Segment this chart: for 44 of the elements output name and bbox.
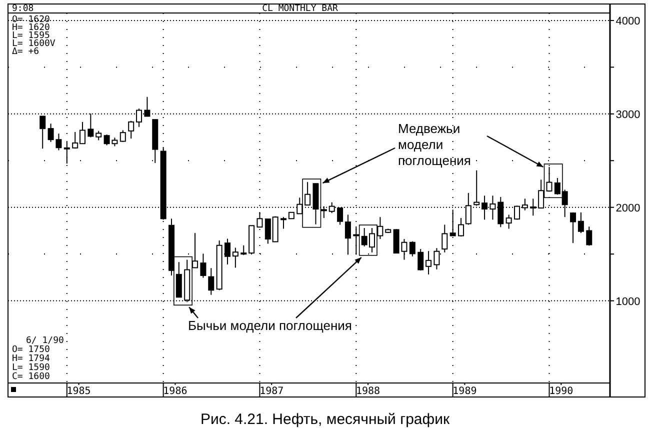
x-tick-label: 1985 [66, 386, 91, 397]
annotation: H= 1794 [12, 354, 50, 364]
candlestick [570, 212, 576, 244]
candlestick [208, 268, 214, 296]
candlestick [232, 247, 238, 268]
candlestick [442, 224, 448, 253]
annotation: Медвежьи модели поглощения [398, 121, 471, 168]
annotation: 9:08 [12, 4, 34, 14]
candlestick [240, 244, 247, 256]
y-tick-label: 4000 [616, 15, 640, 28]
candlestick [96, 130, 102, 141]
text: Рис. 4.21. Нефть, месячный график [200, 411, 450, 428]
candlestick [176, 262, 182, 298]
annotation: Δ= +6 [12, 47, 40, 57]
y-tick-label: 1000 [616, 296, 640, 308]
chart-subtitle: CL MONTHLY BAR [262, 4, 339, 14]
candlestick [192, 232, 198, 268]
y-tick-label: 3000 [616, 108, 640, 121]
x-tick-label: 1986 [163, 386, 188, 397]
x-tick-label: 1987 [260, 386, 284, 397]
annotation: O= 1750 [12, 345, 50, 355]
candlestick [586, 226, 592, 246]
candlestick [200, 253, 206, 278]
x-tick-label: 1990 [549, 386, 574, 397]
annotation: C= 1600 [12, 372, 50, 382]
candlestick [418, 248, 424, 271]
annotation: Бычьи модели поглощения [188, 318, 352, 333]
x-tick-label: 1989 [452, 386, 477, 397]
candlestick [426, 250, 432, 275]
y-tick-label: 2000 [616, 202, 640, 214]
candlestick [506, 214, 512, 230]
annotation: 6/ 1/90 [26, 336, 64, 346]
candlestick [344, 214, 351, 256]
annotation: L= 1590 [12, 363, 50, 373]
candlestick [377, 216, 384, 240]
candlestick [578, 212, 584, 234]
candlestick [554, 178, 560, 196]
candlestick [458, 217, 464, 237]
candlestick [409, 240, 416, 257]
candlestick [353, 226, 360, 256]
x-tick-label: 1988 [356, 386, 380, 397]
candlestick [120, 130, 126, 142]
candlestick [280, 216, 287, 230]
candlestick [128, 120, 134, 140]
